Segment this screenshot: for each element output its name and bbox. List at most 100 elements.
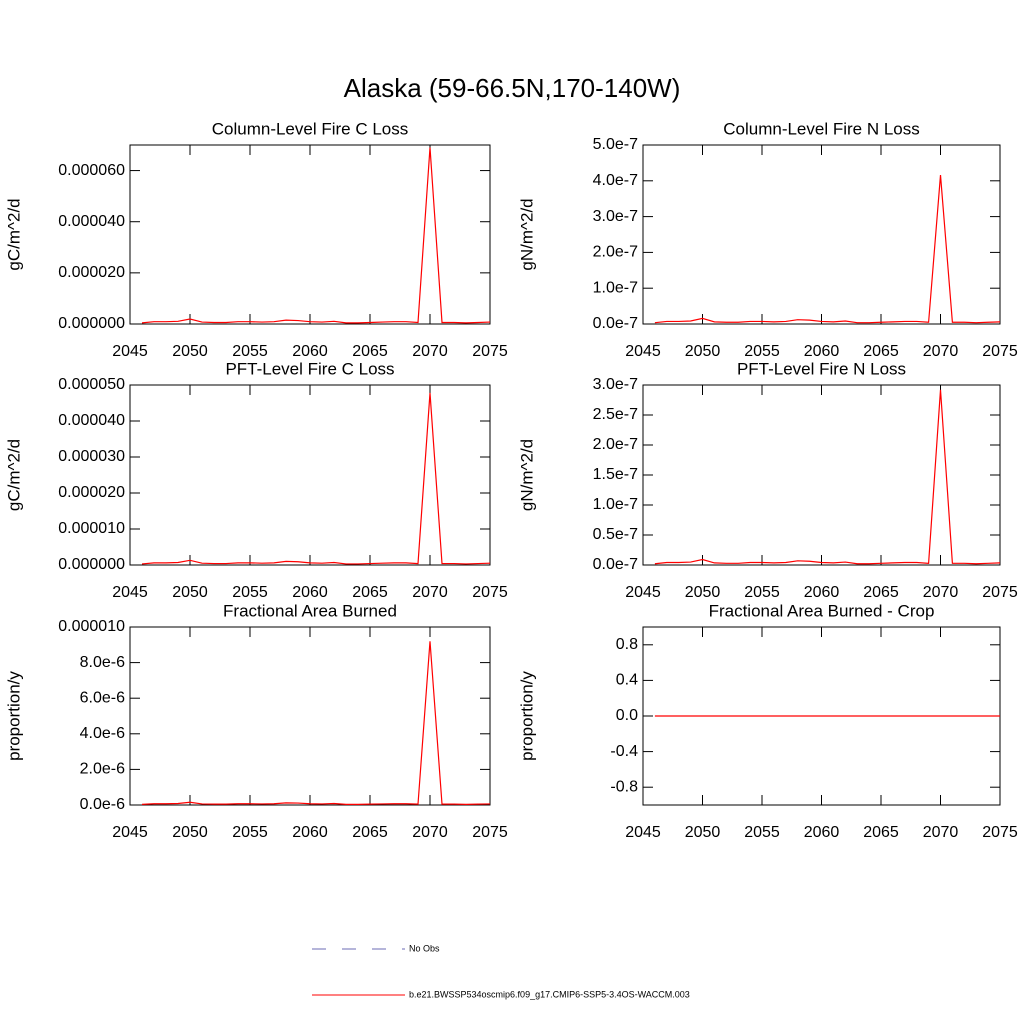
x-tick-label: 2075 [982,343,1018,360]
x-tick-label: 2060 [292,343,328,360]
x-tick-label: 2070 [923,343,959,360]
x-tick-label: 2075 [982,584,1018,601]
y-tick-label: 0.0e-7 [593,315,638,332]
y-tick-label: 2.0e-6 [80,761,125,778]
y-tick-label: 0.5e-7 [593,526,638,543]
y-tick-label: -0.8 [610,778,638,795]
x-tick-label: 2055 [232,824,268,841]
y-tick-label: 6.0e-6 [80,689,125,706]
y-tick-label: 2.0e-7 [593,244,638,261]
y-axis-label: gC/m^2/d [4,198,23,270]
legend-label: No Obs [409,943,440,953]
x-tick-label: 2050 [172,584,208,601]
figure-title: Alaska (59-66.5N,170-140W) [344,73,681,103]
y-tick-label: 3.0e-7 [593,208,638,225]
x-tick-label: 2065 [863,824,899,841]
y-tick-label: 4.0e-6 [80,725,125,742]
y-axis-label: gC/m^2/d [4,439,23,511]
y-axis-label: proportion/y [4,671,23,761]
x-tick-label: 2055 [744,584,780,601]
x-tick-label: 2075 [472,584,508,601]
x-tick-label: 2070 [923,824,959,841]
y-axis-label: gN/m^2/d [517,198,536,270]
y-tick-label: 0.000030 [58,448,125,465]
series-line [141,641,491,805]
x-tick-label: 2060 [804,824,840,841]
x-tick-label: 2045 [112,584,148,601]
x-tick-label: 2050 [685,343,721,360]
panel-title: Fractional Area Burned [223,601,397,620]
y-axis-label: proportion/y [517,671,536,761]
x-tick-label: 2055 [232,584,268,601]
y-tick-label: 0.000020 [58,484,125,501]
x-tick-label: 2050 [172,824,208,841]
x-tick-label: 2070 [412,824,448,841]
y-tick-label: 0.000040 [58,213,125,230]
plot-frame [129,144,491,325]
y-tick-label: 0.0 [616,707,638,724]
plot-frame [129,384,491,566]
y-tick-label: 0.4 [616,672,638,689]
x-tick-label: 2075 [982,824,1018,841]
x-tick-label: 2070 [412,584,448,601]
x-tick-label: 2045 [625,584,661,601]
x-tick-label: 2045 [112,824,148,841]
x-tick-label: 2050 [685,824,721,841]
legend-label: b.e21.BWSSP534oscmip6.f09_g17.CMIP6-SSP5… [409,989,690,999]
x-tick-label: 2060 [804,584,840,601]
plot-frame [129,626,491,806]
y-tick-label: 5.0e-7 [593,136,638,153]
panel-title: Fractional Area Burned - Crop [709,601,935,620]
plot-frame [642,144,1001,325]
y-tick-label: 1.0e-7 [593,279,638,296]
y-tick-label: 0.000040 [58,412,125,429]
panel-title: PFT-Level Fire C Loss [225,359,394,378]
panel-title: Column-Level Fire N Loss [723,119,920,138]
x-tick-label: 2065 [863,343,899,360]
x-tick-label: 2045 [625,343,661,360]
x-tick-label: 2060 [292,824,328,841]
y-axis-label: gN/m^2/d [517,439,536,511]
x-tick-label: 2060 [292,584,328,601]
y-tick-label: 1.5e-7 [593,466,638,483]
x-tick-label: 2055 [744,343,780,360]
x-tick-label: 2065 [352,824,388,841]
x-tick-label: 2070 [923,584,959,601]
series-line [654,389,1001,565]
y-tick-label: 0.000020 [58,264,125,281]
series-line [654,175,1001,324]
x-tick-label: 2065 [352,343,388,360]
y-tick-label: 1.0e-7 [593,496,638,513]
plot-frame [642,384,1001,566]
x-tick-label: 2060 [804,343,840,360]
x-tick-label: 2045 [625,824,661,841]
y-tick-label: 8.0e-6 [80,654,125,671]
y-tick-label: 0.000000 [58,315,125,332]
series-line [141,392,491,565]
panel-title: PFT-Level Fire N Loss [737,359,906,378]
y-tick-label: 0.000010 [58,520,125,537]
y-tick-label: 0.000060 [58,162,125,179]
y-tick-label: 0.000000 [58,556,125,573]
x-tick-label: 2075 [472,343,508,360]
y-tick-label: 4.0e-7 [593,172,638,189]
x-tick-label: 2065 [352,584,388,601]
y-tick-label: 0.8 [616,636,638,653]
x-tick-label: 2045 [112,343,148,360]
y-tick-label: 0.000010 [58,618,125,635]
y-tick-label: 2.5e-7 [593,406,638,423]
y-tick-label: 0.000050 [58,376,125,393]
y-tick-label: 0.0e-7 [593,556,638,573]
panel-title: Column-Level Fire C Loss [212,119,409,138]
x-tick-label: 2065 [863,584,899,601]
y-tick-label: 0.0e-6 [80,796,125,813]
x-tick-label: 2075 [472,824,508,841]
x-tick-label: 2050 [172,343,208,360]
x-tick-label: 2050 [685,584,721,601]
y-tick-label: -0.4 [610,743,638,760]
y-tick-label: 3.0e-7 [593,376,638,393]
y-tick-label: 2.0e-7 [593,436,638,453]
x-tick-label: 2055 [232,343,268,360]
